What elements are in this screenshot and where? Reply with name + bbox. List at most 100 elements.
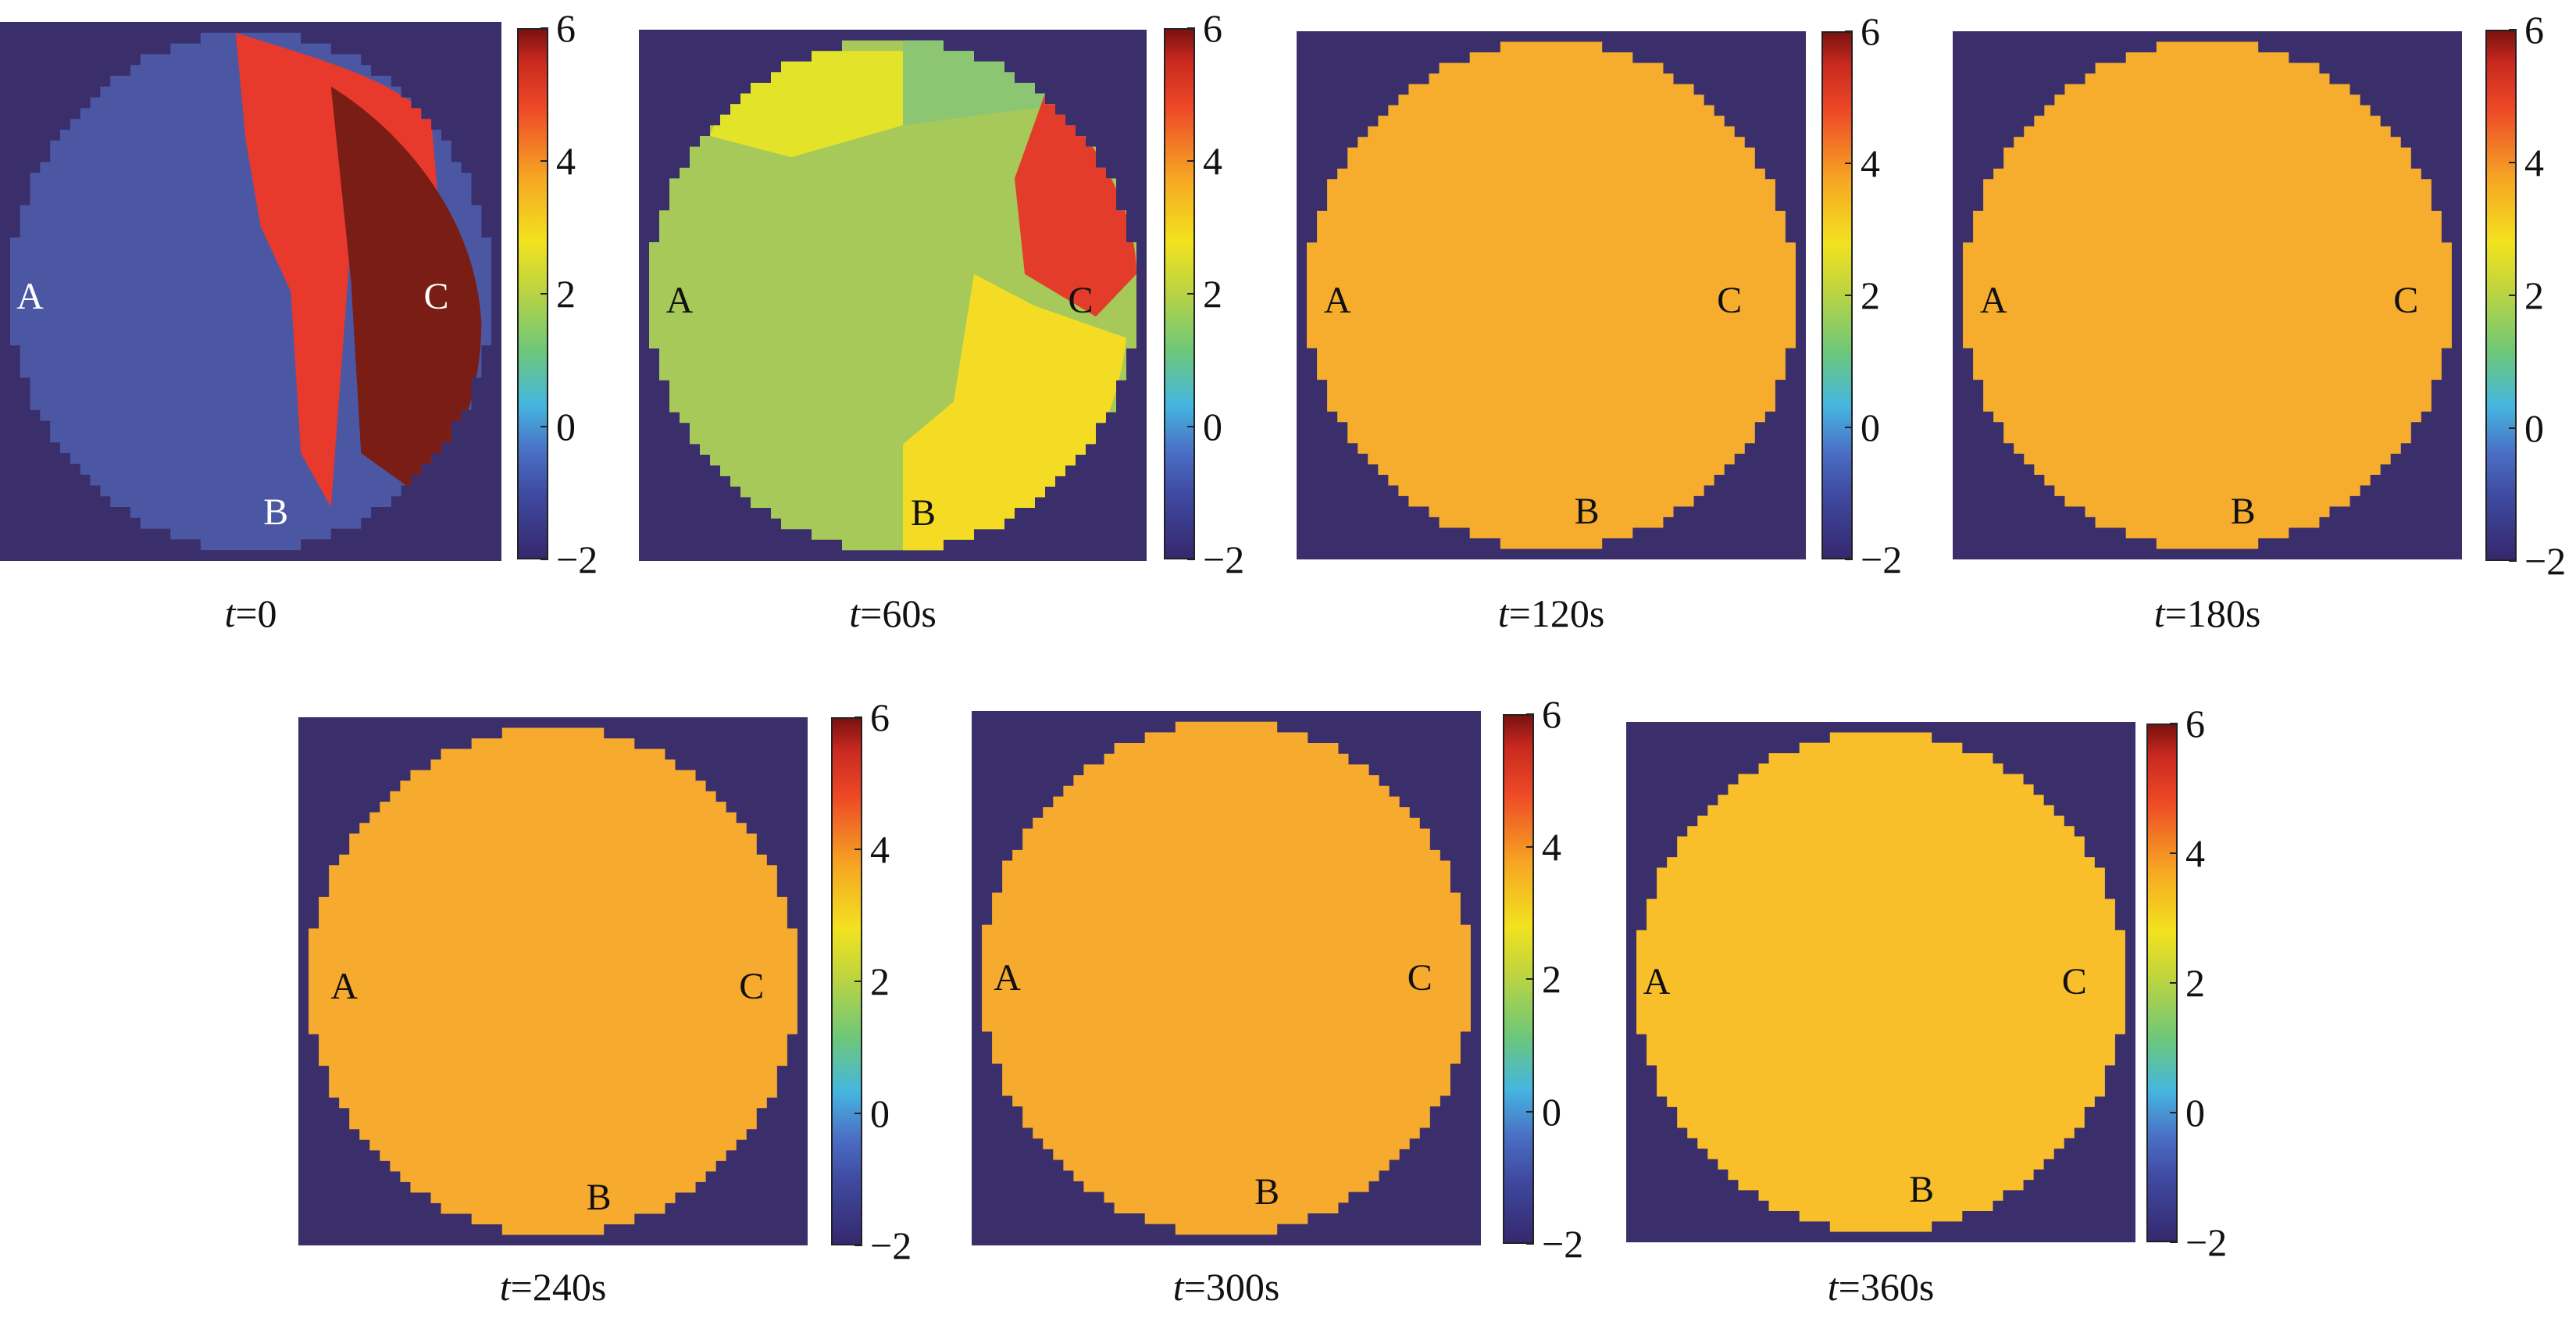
caption-value: =360s — [1838, 1265, 1935, 1309]
point-label-c: C — [1407, 957, 1432, 999]
colorbar-tick-label: 0 — [1542, 1089, 1561, 1134]
point-label-c: C — [1068, 279, 1094, 321]
point-label-c: C — [2393, 279, 2419, 321]
colorbar-tick-label: 0 — [2185, 1091, 2205, 1134]
heatmap-panel: A B C 6 4 2 0 −2 t=360s — [1626, 704, 2271, 1322]
colorbar-tick-label: −2 — [2185, 1220, 2228, 1264]
caption-variable: t — [2153, 591, 2165, 635]
colorbar-tick-mark — [1845, 427, 1853, 428]
colorbar-tick-label: 2 — [2185, 961, 2205, 1005]
colorbar-tick-label: 6 — [556, 6, 576, 50]
point-label-a: A — [1979, 279, 2007, 321]
heatmap-svg — [972, 711, 1481, 1245]
colorbar-tick-label: 2 — [556, 272, 576, 316]
panel-caption: t=120s — [1498, 594, 1605, 633]
point-label-a: A — [1643, 961, 1671, 1002]
colorbar-tick-mark — [855, 1245, 862, 1246]
heatmap-map — [639, 30, 1147, 561]
caption-value: =120s — [1508, 591, 1605, 635]
point-label-b: B — [1254, 1170, 1280, 1213]
heatmap-panel: A B C 6 4 2 0 −2 t=0 — [0, 9, 642, 648]
region-whole-region — [1963, 41, 2452, 549]
region-right-region-near-C — [330, 86, 482, 497]
point-label-c: C — [1717, 279, 1743, 321]
colorbar-tick-label: 0 — [556, 405, 576, 448]
colorbar-tick-mark — [541, 160, 548, 162]
heatmap-map — [1626, 722, 2135, 1242]
colorbar-tick-mark — [2509, 427, 2517, 429]
colorbar-tick-mark — [855, 1113, 862, 1114]
caption-value: =180s — [2164, 591, 2261, 635]
colorbar-tick-mark — [541, 426, 548, 427]
point-label-b: B — [910, 491, 937, 534]
point-label-c: C — [2061, 961, 2087, 1002]
point-label-a: A — [665, 279, 694, 321]
colorbar-tick-mark — [1526, 713, 1534, 715]
point-label-a: A — [1323, 279, 1351, 321]
heatmap-panel: A B C 6 4 2 0 −2 t=180s — [1953, 10, 2576, 648]
colorbar-tick-mark — [1526, 978, 1534, 980]
colorbar-tick-mark — [2509, 29, 2517, 30]
colorbar-tick-mark — [2170, 1112, 2178, 1113]
colorbar-tick-mark — [2170, 723, 2178, 724]
colorbar-tick-label: 6 — [1542, 692, 1561, 736]
heatmap-map — [1953, 31, 2462, 559]
colorbar-tick-mark — [1187, 27, 1195, 29]
region-whole-region — [1636, 732, 2125, 1232]
point-label-a: A — [994, 957, 1021, 999]
colorbar-tick-mark — [1187, 426, 1195, 427]
colorbar-tick-mark — [855, 716, 862, 718]
caption-value: =60s — [860, 591, 937, 635]
heatmap-svg — [639, 30, 1147, 561]
region-lower-region-near-B — [903, 273, 1126, 551]
point-label-b: B — [2230, 491, 2256, 533]
panel-caption: t=360s — [1828, 1267, 1935, 1306]
colorbar-tick-label: 4 — [1861, 141, 1880, 185]
caption-variable: t — [499, 1265, 511, 1309]
heatmap-svg — [0, 22, 501, 561]
point-label-b: B — [586, 1177, 612, 1219]
heatmap-map — [972, 711, 1481, 1245]
heatmap-panel: A B C 6 4 2 0 −2 t=60s — [639, 9, 1289, 648]
colorbar-tick-mark — [2170, 852, 2178, 854]
colorbar-tick-mark — [1845, 30, 1853, 32]
heatmap-map — [0, 22, 501, 561]
colorbar-tick-mark — [1845, 163, 1853, 164]
colorbar-tick-label: 4 — [1203, 139, 1222, 183]
colorbar-tick-mark — [855, 849, 862, 850]
colorbar-tick-label: 4 — [2185, 831, 2205, 875]
point-label-a: A — [16, 275, 44, 317]
caption-variable: t — [224, 591, 236, 635]
point-label-c: C — [423, 275, 449, 317]
heatmap-svg — [1297, 31, 1806, 559]
colorbar-tick-mark — [2509, 295, 2517, 296]
caption-variable: t — [1827, 1265, 1839, 1309]
panel-caption: t=180s — [2154, 594, 2261, 633]
colorbar-tick-label: 6 — [2185, 702, 2205, 745]
caption-variable: t — [849, 591, 861, 635]
colorbar-tick-label: 0 — [1861, 406, 1880, 449]
panel-caption: t=300s — [1173, 1267, 1280, 1306]
point-label-a: A — [330, 965, 359, 1007]
colorbar-tick-label: 6 — [870, 695, 890, 739]
heatmap-svg — [298, 717, 808, 1245]
colorbar-tick-label: 0 — [1203, 405, 1222, 448]
heatmap-panel: A B C 6 4 2 0 −2 t=120s — [1297, 12, 1946, 648]
colorbar-tick-mark — [1845, 559, 1853, 560]
colorbar-tick-mark — [2170, 982, 2178, 984]
region-right-region — [1015, 93, 1136, 317]
heatmap-panel: A B C 6 4 2 0 −2 t=240s — [298, 698, 956, 1322]
colorbar-tick-mark — [2509, 560, 2517, 562]
panel-caption: t=240s — [500, 1267, 607, 1306]
heatmap-map — [298, 717, 808, 1245]
colorbar-tick-mark — [1187, 293, 1195, 295]
panel-caption: t=60s — [849, 594, 937, 633]
colorbar-tick-mark — [1526, 1110, 1534, 1113]
colorbar-tick-label: 4 — [556, 139, 576, 183]
region-whole-region — [1307, 41, 1796, 549]
colorbar-tick-mark — [855, 981, 862, 982]
heatmap-svg — [1626, 722, 2135, 1242]
point-label-b: B — [1574, 491, 1600, 533]
colorbar-tick-mark — [1187, 160, 1195, 162]
point-label-c: C — [739, 965, 765, 1007]
